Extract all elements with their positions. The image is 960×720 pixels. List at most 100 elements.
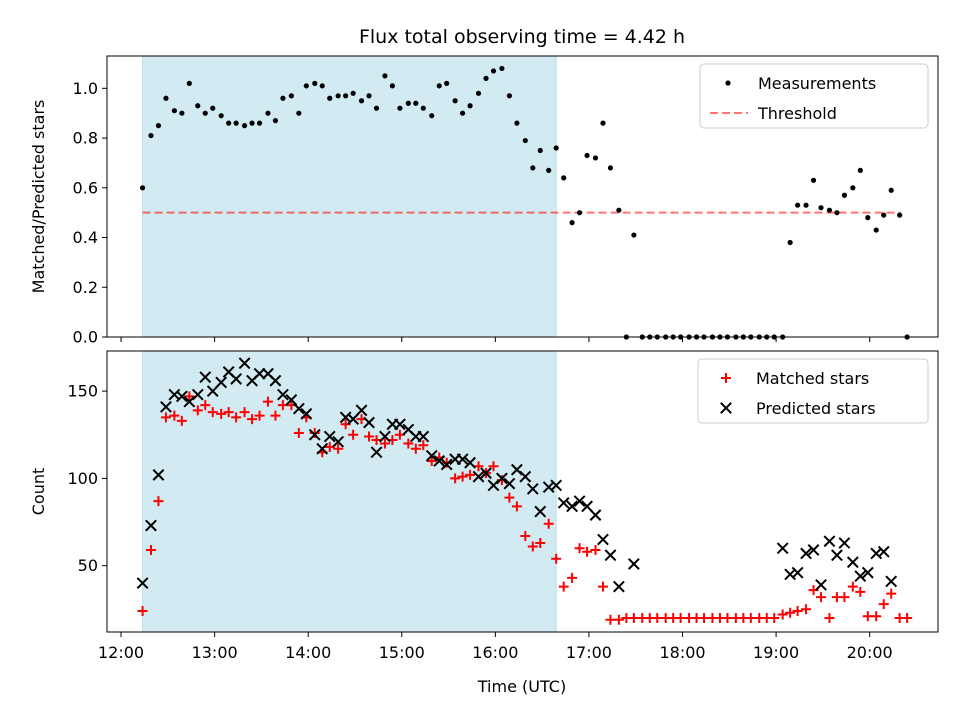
counts-data-point (823, 535, 836, 548)
ratio-data-point (327, 95, 333, 101)
ratio-data-point (522, 137, 528, 144)
counts-data-point (223, 407, 234, 418)
ratio-data-point (210, 105, 216, 111)
counts-data-point (612, 580, 625, 593)
counts-data-point (557, 496, 570, 509)
counts-data-point (885, 575, 898, 588)
ratio-data-point (607, 165, 614, 171)
ratio-y-axis-title: Matched/Predicted stars (29, 100, 48, 294)
ratio-data-point (163, 95, 169, 101)
ratio-data-point (490, 68, 497, 74)
counts-data-point (627, 558, 640, 570)
ratio-data-point (296, 110, 302, 116)
ratio-data-point (358, 98, 365, 104)
ratio-observing-window (142, 55, 557, 338)
counts-axes-frame (106, 350, 939, 633)
counts-data-point (137, 606, 148, 617)
ratio-series-measurements (139, 65, 910, 340)
counts-data-point (183, 395, 196, 408)
counts-data-point (504, 492, 515, 503)
counts-data-point (417, 430, 430, 443)
ratio-data-point (584, 152, 590, 159)
counts-data-point (160, 412, 171, 423)
counts-data-point (450, 473, 461, 484)
counts-data-point (777, 609, 788, 620)
chart-title: Flux total observing time = 4.42 h (359, 26, 685, 48)
ratio-data-point (569, 220, 575, 226)
counts-data-point (839, 592, 850, 603)
counts-data-point (699, 613, 710, 624)
counts-data-point (847, 581, 858, 592)
ratio-data-point (343, 93, 349, 99)
counts-data-point (308, 428, 321, 441)
counts-data-point (597, 581, 608, 592)
counts-series-predicted-stars (136, 357, 898, 593)
ratio-data-point (460, 110, 466, 116)
counts-legend: Matched stars Predicted stars (697, 358, 929, 424)
counts-data-point (355, 404, 368, 417)
counts-data-point (300, 407, 313, 420)
counts-data-point (597, 533, 609, 546)
counts-data-point (370, 446, 383, 459)
ratio-data-point (467, 103, 473, 109)
counts-data-point (136, 577, 149, 590)
ratio-data-point (319, 83, 325, 89)
counts-data-point (269, 374, 282, 387)
counts-data-point (364, 431, 375, 442)
counts-data-point (480, 467, 492, 480)
x-tick-label: 17:00 (566, 643, 612, 662)
counts-data-point (902, 613, 913, 624)
counts-y-tick-label: 150 (67, 382, 98, 401)
counts-data-point (855, 586, 866, 597)
ratio-data-point (576, 210, 583, 216)
counts-data-point (800, 547, 812, 560)
counts-data-point (824, 613, 835, 624)
counts-data-point (403, 438, 414, 449)
ratio-data-point (171, 108, 177, 114)
counts-data-point (230, 373, 243, 385)
ratio-data-point (288, 93, 294, 99)
ratio-data-point (834, 210, 840, 216)
counts-data-point (363, 416, 375, 429)
counts-data-point (535, 537, 546, 548)
ratio-data-point (256, 120, 263, 126)
counts-data-point (433, 455, 446, 467)
counts-data-point (604, 549, 617, 562)
counts-data-point (440, 458, 453, 471)
counts-data-point (333, 443, 344, 454)
counts-data-point (871, 611, 882, 622)
ratio-data-point (506, 93, 512, 99)
ratio-data-point (616, 207, 622, 213)
counts-data-point (379, 438, 390, 449)
counts-data-point (456, 453, 469, 466)
counts-data-point (566, 500, 579, 513)
ratio-data-point (592, 155, 599, 161)
counts-data-point (776, 542, 789, 555)
ratio-y-tick-label: 0.4 (73, 228, 98, 247)
counts-data-point (846, 556, 859, 569)
counts-data-point (152, 469, 165, 481)
counts-data-point (527, 541, 538, 552)
counts-data-point (253, 367, 266, 380)
ratio-data-point (865, 215, 871, 221)
counts-data-point (394, 418, 406, 431)
counts-data-point (801, 604, 812, 615)
counts-data-point (254, 410, 265, 421)
ratio-data-point (397, 105, 403, 111)
ratio-data-point (249, 120, 255, 126)
counts-data-point (323, 430, 336, 443)
counts-data-point (886, 588, 897, 599)
ratio-data-point (139, 185, 146, 191)
ratio-data-point (179, 110, 185, 116)
ratio-data-point (537, 147, 543, 154)
ratio-legend: Measurements Threshold (699, 63, 929, 129)
counts-data-point (184, 391, 195, 402)
ratio-data-point (850, 185, 856, 191)
counts-data-point (231, 412, 242, 423)
counts-data-point (605, 614, 616, 625)
counts-series-matched-stars (137, 391, 913, 625)
ratio-data-point (373, 105, 380, 111)
counts-data-point (675, 613, 686, 624)
counts-data-point (215, 376, 228, 389)
counts-data-point (418, 440, 429, 451)
